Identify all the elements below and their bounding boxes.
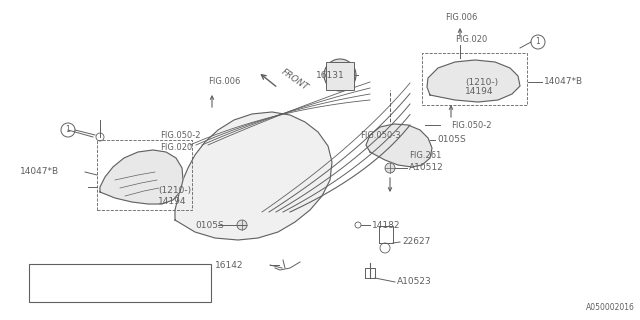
Text: J20604 <'13MY1210- >: J20604 <'13MY1210- > [67, 288, 159, 297]
Text: 0105S: 0105S [437, 135, 466, 145]
Polygon shape [427, 60, 520, 102]
Text: 0105S: 0105S [195, 220, 224, 229]
Circle shape [96, 133, 104, 141]
Text: 16142: 16142 [215, 260, 243, 269]
Circle shape [380, 243, 390, 253]
Polygon shape [366, 124, 432, 167]
Polygon shape [175, 112, 332, 240]
Bar [326, 62, 354, 90]
Text: FIG.006: FIG.006 [445, 13, 477, 22]
Bar [29, 264, 211, 302]
Text: 14182: 14182 [372, 220, 401, 229]
Text: 22627: 22627 [402, 237, 430, 246]
Text: FIG.020: FIG.020 [455, 36, 487, 44]
Circle shape [145, 155, 151, 161]
Circle shape [385, 163, 395, 173]
Text: FIG.020: FIG.020 [160, 142, 192, 151]
Circle shape [237, 220, 247, 230]
Polygon shape [100, 150, 183, 204]
Text: 1: 1 [66, 125, 70, 134]
Text: 14047*B: 14047*B [544, 77, 583, 86]
Text: (1210-): (1210-) [158, 186, 191, 195]
Text: 1: 1 [536, 37, 540, 46]
Circle shape [324, 59, 356, 91]
Text: (1210-): (1210-) [465, 77, 498, 86]
Text: FIG.006: FIG.006 [208, 77, 241, 86]
Text: FIG.050-3: FIG.050-3 [360, 131, 401, 140]
Circle shape [162, 182, 168, 188]
Bar [97, 140, 192, 210]
Circle shape [416, 136, 424, 144]
Text: A050002016: A050002016 [586, 303, 635, 312]
Bar [422, 53, 527, 105]
Text: A10523: A10523 [397, 277, 432, 286]
Text: FRONT: FRONT [280, 67, 310, 92]
Text: A10512: A10512 [409, 164, 444, 172]
Text: 16131: 16131 [316, 70, 345, 79]
Text: 14047*B: 14047*B [20, 167, 59, 177]
Text: 14194: 14194 [158, 197, 186, 206]
Text: FIG.050-2: FIG.050-2 [160, 131, 200, 140]
Text: FIG.261: FIG.261 [409, 150, 442, 159]
Text: 14194: 14194 [465, 87, 493, 97]
Text: 1: 1 [44, 279, 48, 288]
Circle shape [355, 222, 361, 228]
Text: FIG.050-2: FIG.050-2 [451, 121, 492, 130]
Text: J20603 < -'13MY1210>: J20603 < -'13MY1210> [67, 269, 159, 278]
